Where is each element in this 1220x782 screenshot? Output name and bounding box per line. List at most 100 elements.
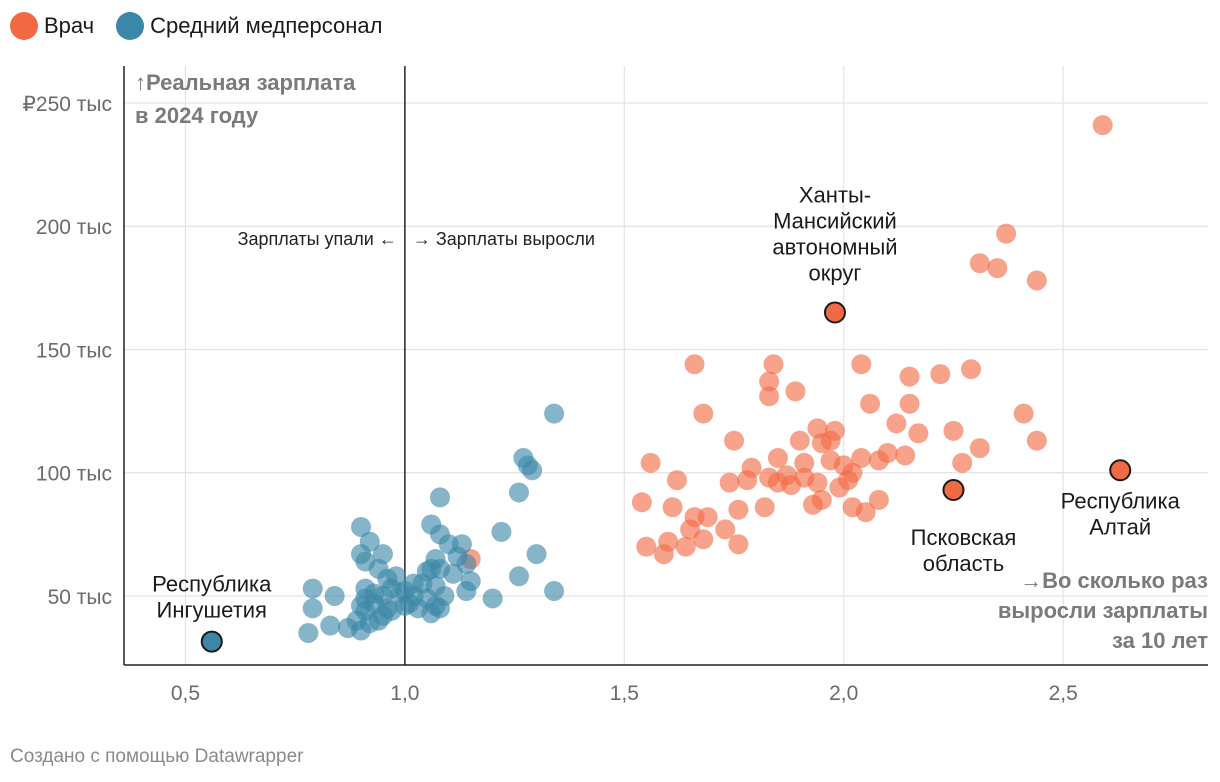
y-tick-label: 150 тыс <box>36 339 112 362</box>
data-point-doctor <box>662 497 683 518</box>
highlight-label: Алтай <box>1089 514 1151 539</box>
data-point-nurse <box>526 544 547 565</box>
data-point-doctor <box>899 366 920 387</box>
data-point-doctor <box>724 430 745 451</box>
y-tick-label: 50 тыс <box>48 586 112 609</box>
data-point-doctor <box>728 534 749 555</box>
data-point-doctor <box>820 430 841 451</box>
data-point-doctor <box>658 531 679 552</box>
data-point-nurse <box>302 578 323 599</box>
highlight-label: автономный <box>772 235 897 260</box>
data-point-doctor <box>636 536 657 557</box>
data-point-nurse <box>381 600 402 621</box>
data-point-doctor <box>895 445 916 466</box>
data-point-doctor <box>1026 270 1047 291</box>
data-point-doctor <box>737 470 758 491</box>
data-point-doctor <box>1026 430 1047 451</box>
data-point-doctor <box>1092 115 1113 136</box>
data-point-doctor <box>842 462 863 483</box>
highlight-label: округ <box>809 261 862 286</box>
data-point-doctor <box>855 502 876 523</box>
data-point-doctor <box>640 452 661 473</box>
data-point-doctor <box>728 499 749 520</box>
highlight-label: Псковская <box>911 525 1017 550</box>
legend-label-doctor: Врач <box>44 13 95 38</box>
data-point-nurse <box>324 585 345 606</box>
data-point-nurse <box>320 615 341 636</box>
data-point-nurse <box>302 598 323 619</box>
x-axis-title: выросли зарплаты <box>998 598 1208 623</box>
data-point-doctor <box>987 258 1008 279</box>
data-point-nurse <box>491 521 512 542</box>
highlighted-point <box>1109 459 1132 482</box>
highlighted-point <box>942 478 965 501</box>
x-tick-label: 0,5 <box>171 682 200 705</box>
data-point-nurse <box>544 403 565 424</box>
data-point-doctor <box>860 393 881 414</box>
data-point-doctor <box>930 364 951 385</box>
data-point-doctor <box>631 492 652 513</box>
y-tick-label: 200 тыс <box>36 216 112 239</box>
reference-label-left: Зарплаты упали ← <box>238 229 397 249</box>
data-point-doctor <box>785 381 806 402</box>
data-point-nurse <box>355 588 376 609</box>
data-point-nurse <box>522 460 543 481</box>
data-point-doctor <box>697 507 718 528</box>
data-point-nurse <box>350 516 371 537</box>
data-point-doctor <box>811 489 832 510</box>
data-point-doctor <box>794 452 815 473</box>
data-point-nurse <box>508 566 529 587</box>
data-point-doctor <box>675 536 696 557</box>
data-point-doctor <box>868 489 889 510</box>
data-point-doctor <box>877 443 898 464</box>
highlight-label: Ингушетия <box>157 598 267 623</box>
data-point-doctor <box>908 423 929 444</box>
legend-item-doctor[interactable]: Врач <box>10 12 94 40</box>
data-point-doctor <box>715 519 736 540</box>
data-point-doctor <box>851 354 872 375</box>
highlight-label: Республика <box>1061 488 1181 513</box>
data-point-doctor <box>943 420 964 441</box>
data-point-nurse <box>443 563 464 584</box>
highlight-label: Мансийский <box>773 209 897 234</box>
x-tick-label: 1,0 <box>390 682 419 705</box>
legend-item-nurse[interactable]: Средний медперсонал <box>116 12 382 40</box>
data-point-doctor <box>969 438 990 459</box>
data-point-doctor <box>961 359 982 380</box>
x-tick-label: 2,0 <box>829 682 858 705</box>
data-point-nurse <box>429 487 450 508</box>
data-point-doctor <box>996 223 1017 244</box>
data-point-nurse <box>544 581 565 602</box>
data-point-doctor <box>693 403 714 424</box>
data-point-doctor <box>763 354 784 375</box>
highlight-label: область <box>923 551 1004 576</box>
highlight-label: Ханты- <box>799 183 871 208</box>
highlighted-point <box>200 630 223 653</box>
data-point-nurse <box>482 588 503 609</box>
data-point-doctor <box>807 472 828 493</box>
x-tick-label: 1,5 <box>610 682 639 705</box>
data-point-doctor <box>969 253 990 274</box>
legend-label-nurse: Средний медперсонал <box>150 13 383 38</box>
x-axis-title: за 10 лет <box>1112 628 1208 653</box>
footer-credit: Создано с помощью Datawrapper <box>10 746 304 767</box>
data-point-doctor <box>899 393 920 414</box>
data-point-doctor <box>693 529 714 550</box>
data-point-doctor <box>666 470 687 491</box>
data-point-doctor <box>759 371 780 392</box>
data-point-doctor <box>767 447 788 468</box>
highlighted-point <box>823 301 846 324</box>
data-point-doctor <box>952 452 973 473</box>
data-point-doctor <box>754 497 775 518</box>
data-point-doctor <box>759 386 780 407</box>
data-point-doctor <box>684 354 705 375</box>
data-point-doctor <box>1013 403 1034 424</box>
legend-swatch-doctor <box>10 12 38 40</box>
x-axis-title: →Во сколько раз <box>1020 568 1208 593</box>
data-point-nurse <box>456 581 477 602</box>
data-point-doctor <box>789 430 810 451</box>
y-tick-label: 100 тыс <box>36 463 112 486</box>
data-point-nurse <box>421 603 442 624</box>
x-tick-label: 2,5 <box>1049 682 1078 705</box>
